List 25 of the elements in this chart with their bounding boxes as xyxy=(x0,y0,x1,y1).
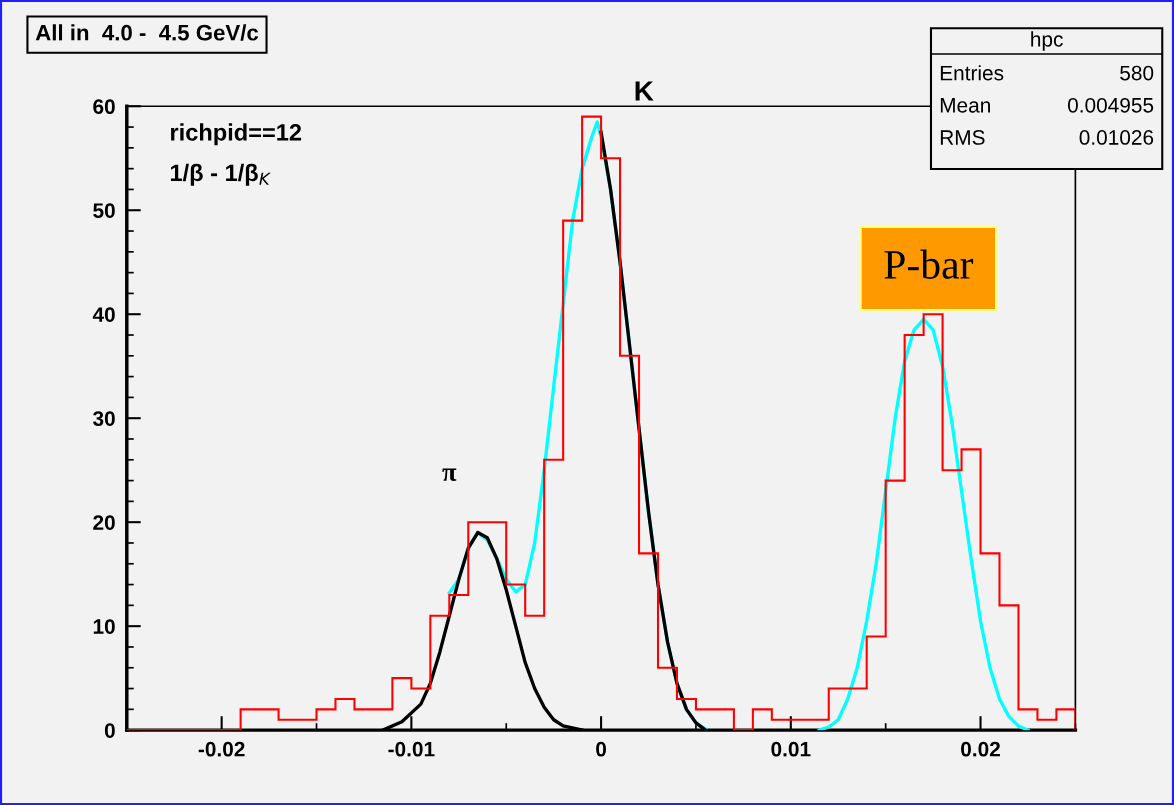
x-tick-label: -0.01 xyxy=(388,741,435,757)
y-tick-label: 60 xyxy=(93,99,115,115)
text: K xyxy=(635,81,654,101)
x-tick-label: 0 xyxy=(596,741,607,757)
text: 580 xyxy=(1120,65,1154,81)
annotation: π xyxy=(442,468,457,481)
annotation: RMS xyxy=(940,130,985,145)
annotation: 0.004955 xyxy=(1067,97,1154,113)
x-tick-label: 0.01 xyxy=(771,741,811,757)
text: Entries xyxy=(940,65,1004,81)
y-tick-label: 50 xyxy=(93,203,115,218)
x-tick-label: 0.02 xyxy=(961,741,1000,757)
y-tick-label: 10 xyxy=(93,619,115,634)
text: hpc xyxy=(1031,31,1063,51)
y-tick-label: 30 xyxy=(92,411,115,426)
y-tick-label: 40 xyxy=(92,307,115,322)
chart-title: All in 4.0 - 4.5 GeV/c xyxy=(35,24,259,41)
annotation: P-bar xyxy=(884,249,974,279)
annotation: richpid==12 xyxy=(171,123,302,146)
annotation: Mean xyxy=(940,98,990,113)
y-tick-label: 0 xyxy=(104,723,115,738)
y-tick-label: 20 xyxy=(93,515,115,530)
x-tick-label: -0.02 xyxy=(198,741,245,757)
annotation: 1/β - 1/β$_{K}$ xyxy=(170,163,271,186)
text: 0.01026 xyxy=(1079,130,1154,145)
